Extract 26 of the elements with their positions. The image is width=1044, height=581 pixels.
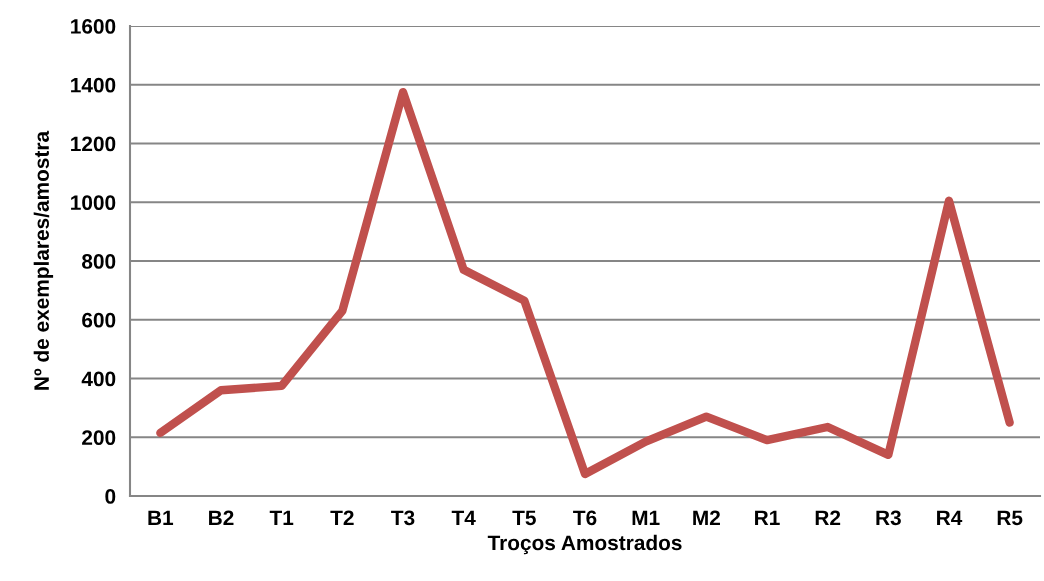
y-tick-label: 1200 [71,136,116,152]
y-tick-label: 800 [82,254,116,269]
x-tick-label: B2 [209,510,234,525]
y-tick-label: 600 [82,312,116,328]
y-axis-title: Nº de exemplares/amostra [33,130,54,390]
x-tick-label: T1 [269,510,294,525]
y-tick-label: 400 [81,371,116,387]
x-tick-label: R1 [755,510,780,525]
x-tick-label: B1 [148,510,174,525]
y-tick-label: 1600 [71,19,116,34]
x-tick-label: T2 [330,510,354,525]
y-tick-label: 0 [105,489,116,504]
x-tick-label: T5 [512,510,536,526]
x-axis-title: Troços Amostrados [487,534,682,555]
x-tick-label: M2 [693,510,720,525]
x-tick-label: T4 [451,510,476,525]
x-tick-label: R5 [997,510,1023,526]
y-tick-label: 200 [82,430,116,445]
y-tick-label: 1400 [71,77,116,93]
x-tick-label: R3 [876,510,901,526]
x-tick-label: R2 [815,510,841,525]
x-tick-label: T6 [573,510,597,526]
x-tick-label: R4 [937,510,963,525]
x-tick-label: M1 [632,510,660,525]
y-tick-label: 1000 [71,195,116,210]
x-tick-label: T3 [391,510,415,526]
